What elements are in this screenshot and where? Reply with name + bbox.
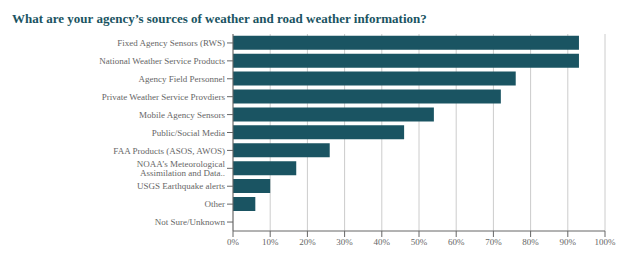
svg-text:NOAA’s MeteorologicalAssimilat: NOAA’s MeteorologicalAssimilation and Da…	[137, 159, 226, 178]
svg-text:100%: 100%	[595, 237, 617, 247]
svg-text:30%: 30%	[336, 237, 353, 247]
svg-text:50%: 50%	[411, 237, 428, 247]
svg-text:Agency Field Personnel: Agency Field Personnel	[139, 74, 226, 84]
svg-text:90%: 90%	[560, 237, 577, 247]
svg-text:Other: Other	[205, 199, 226, 209]
svg-text:Mobile Agency Sensors: Mobile Agency Sensors	[139, 110, 225, 120]
svg-text:Fixed Agency Sensors (RWS): Fixed Agency Sensors (RWS)	[117, 38, 225, 48]
svg-text:70%: 70%	[485, 237, 502, 247]
svg-text:80%: 80%	[522, 237, 539, 247]
svg-text:Not Sure/Unknown: Not Sure/Unknown	[155, 217, 226, 227]
svg-text:Public/Social Media: Public/Social Media	[152, 128, 225, 138]
svg-text:40%: 40%	[374, 237, 391, 247]
svg-text:0%: 0%	[227, 237, 240, 247]
svg-text:20%: 20%	[299, 237, 316, 247]
svg-text:10%: 10%	[262, 237, 279, 247]
svg-text:60%: 60%	[448, 237, 465, 247]
svg-text:National Weather Service Produ: National Weather Service Products	[99, 56, 225, 66]
svg-text:FAA Products (ASOS, AWOS): FAA Products (ASOS, AWOS)	[113, 146, 225, 156]
svg-text:Private Weather Service Provdi: Private Weather Service Provdiers	[102, 92, 226, 102]
html-text:What are your agency’s sources: What are your agency’s sources of weathe…	[12, 11, 427, 26]
svg-text:USGS Earthquake alerts: USGS Earthquake alerts	[137, 181, 225, 191]
